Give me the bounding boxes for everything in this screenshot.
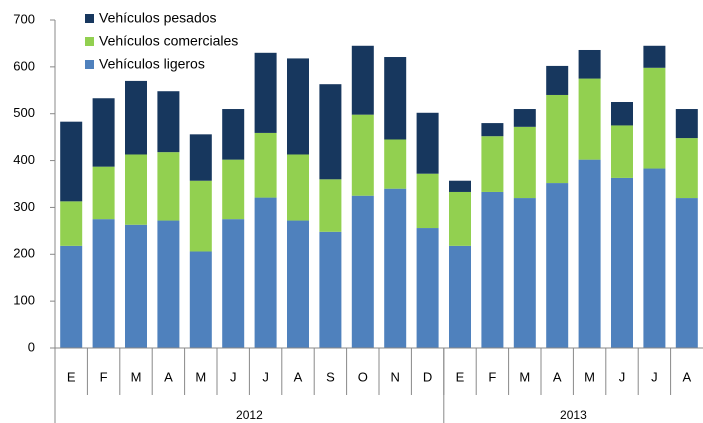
bar-segment xyxy=(513,198,536,348)
bar-segment xyxy=(546,65,569,95)
legend-swatch xyxy=(85,37,94,46)
bar-segment xyxy=(254,132,277,198)
bar-segment xyxy=(513,126,536,199)
x-tick-label: M xyxy=(195,369,206,384)
x-tick-label: E xyxy=(67,369,76,384)
y-tick-label: 0 xyxy=(28,339,35,354)
bar-segment xyxy=(611,177,633,348)
bar-segment xyxy=(60,201,83,246)
bar-segment xyxy=(351,195,374,348)
x-tick-label: D xyxy=(423,369,432,384)
bar-segment xyxy=(319,179,342,232)
bar-segment xyxy=(416,173,439,229)
bar-segment xyxy=(157,220,180,348)
bar-segment xyxy=(643,168,666,348)
bar-segment xyxy=(611,125,633,178)
x-tick-label: S xyxy=(326,369,335,384)
bar-segment xyxy=(125,80,147,155)
bar-segment xyxy=(449,191,471,246)
y-tick-label: 700 xyxy=(13,11,35,26)
x-tick-label: N xyxy=(391,369,400,384)
bar-segment xyxy=(222,159,245,220)
bar-segment xyxy=(189,134,212,181)
bar-segment xyxy=(287,220,309,348)
bar-segment xyxy=(481,191,504,348)
bar-segment xyxy=(222,109,245,160)
x-tick-label: F xyxy=(100,369,108,384)
bar-segment xyxy=(92,98,115,167)
group-label: 2013 xyxy=(560,408,587,422)
bar-segment xyxy=(675,109,698,139)
bar-segment xyxy=(157,152,180,221)
bar-segment xyxy=(222,219,245,348)
bar-segment xyxy=(481,136,504,192)
bar-segment xyxy=(578,78,601,160)
legend-label: Vehículos pesados xyxy=(99,10,217,26)
legend-label: Vehículos ligeros xyxy=(99,56,205,72)
bar-segment xyxy=(513,109,536,127)
x-tick-label: A xyxy=(164,369,173,384)
bar-segment xyxy=(384,57,407,140)
legend-swatch xyxy=(85,60,94,69)
bar-segment xyxy=(675,138,698,199)
bar-segment xyxy=(254,52,277,133)
x-tick-label: A xyxy=(553,369,562,384)
x-tick-label: J xyxy=(619,369,626,384)
group-label: 2012 xyxy=(236,408,263,422)
bar-segment xyxy=(351,45,374,115)
bar-segment xyxy=(578,159,601,348)
x-tick-label: O xyxy=(358,369,368,384)
x-tick-label: E xyxy=(456,369,465,384)
bar-segment xyxy=(643,67,666,169)
bar-segment xyxy=(287,58,309,155)
bar-segment xyxy=(92,166,115,220)
x-tick-label: M xyxy=(584,369,595,384)
bar-segment xyxy=(675,198,698,348)
bar-segment xyxy=(319,84,342,180)
x-tick-label: A xyxy=(682,369,691,384)
x-tick-label: J xyxy=(230,369,237,384)
x-tick-label: J xyxy=(651,369,658,384)
bar-segment xyxy=(416,228,439,348)
bar-segment xyxy=(643,45,666,68)
bar-segment xyxy=(546,94,569,184)
bar-segment xyxy=(449,180,471,192)
bar-segment xyxy=(125,224,147,348)
y-tick-label: 200 xyxy=(13,246,35,261)
bar-segment xyxy=(481,123,504,137)
bar-segment xyxy=(449,245,471,348)
bar-segment xyxy=(254,197,277,348)
bar-segment xyxy=(384,139,407,189)
bar-segment xyxy=(287,154,309,221)
legend-swatch xyxy=(85,14,94,23)
x-tick-label: M xyxy=(131,369,142,384)
legend-label: Vehículos comerciales xyxy=(99,33,238,49)
x-tick-label: J xyxy=(262,369,269,384)
bar-segment xyxy=(384,188,407,348)
bar-segment xyxy=(189,180,212,252)
x-tick-label: A xyxy=(294,369,303,384)
bar-segment xyxy=(611,102,633,126)
bar-segment xyxy=(189,251,212,348)
bar-segment xyxy=(351,114,374,196)
bar-segment xyxy=(416,112,439,174)
y-tick-label: 600 xyxy=(13,58,35,73)
bar-segment xyxy=(92,219,115,348)
bar-segment xyxy=(157,91,180,153)
x-tick-label: M xyxy=(519,369,530,384)
bar-segment xyxy=(319,231,342,348)
bar-segment xyxy=(578,49,601,79)
bar-segment xyxy=(546,183,569,348)
bar-segment xyxy=(125,154,147,225)
y-tick-label: 500 xyxy=(13,105,35,120)
x-tick-label: F xyxy=(488,369,496,384)
y-tick-label: 300 xyxy=(13,199,35,214)
bar-segment xyxy=(60,121,83,202)
bar-segment xyxy=(60,245,83,348)
y-tick-label: 100 xyxy=(13,293,35,308)
y-tick-label: 400 xyxy=(13,152,35,167)
